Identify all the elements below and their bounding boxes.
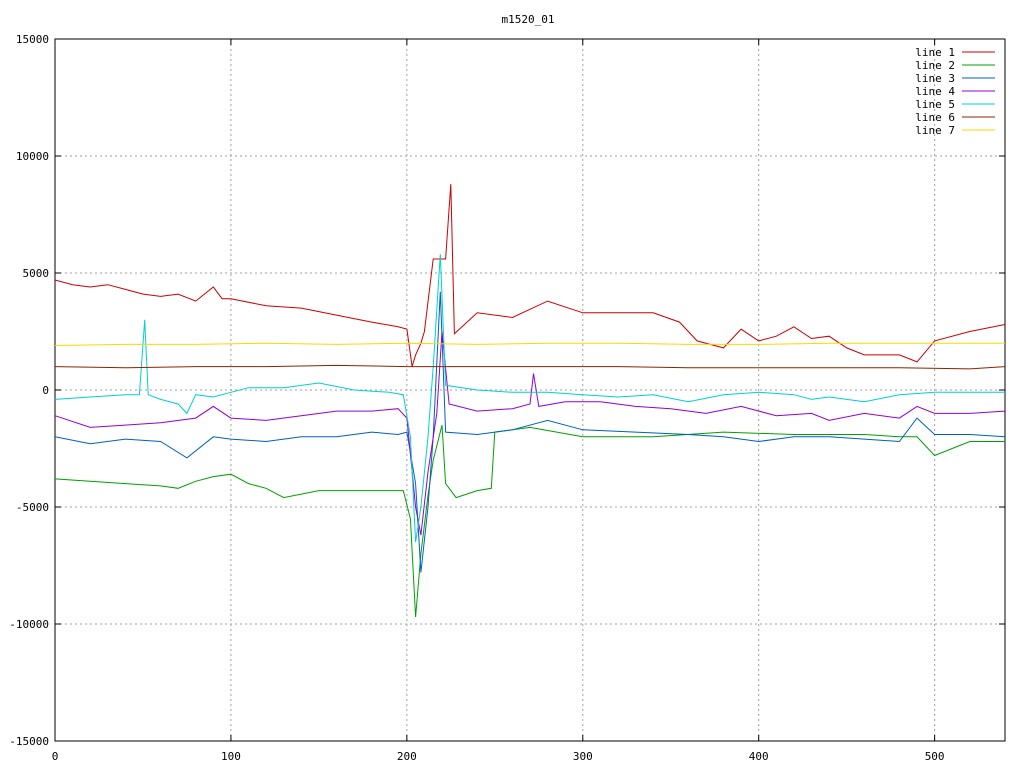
x-tick-label: 100 [221,750,241,763]
series-line-5 [54,254,1005,543]
y-tick-label: -10000 [9,618,49,631]
y-tick-label: -5000 [16,501,49,514]
legend-label-2: line 2 [915,59,955,72]
series-line-2 [54,424,1005,618]
legend-label-7: line 7 [915,124,955,137]
x-tick-label: 400 [749,750,769,763]
legend-label-6: line 6 [915,111,955,124]
y-tick-label: 15000 [16,33,49,46]
x-tick-label: 300 [573,750,593,763]
x-tick-label: 200 [397,750,417,763]
y-tick-label: 10000 [16,150,49,163]
legend-label-1: line 1 [915,46,955,59]
series-line-4 [54,331,1006,536]
chart-title: m1520_01 [502,13,555,26]
legend-label-5: line 5 [915,98,955,111]
y-tick-label: -15000 [9,735,49,748]
x-tick-label: 0 [52,750,59,763]
y-tick-label: 0 [42,384,49,397]
series-line-1 [54,184,1006,367]
x-tick-label: 500 [925,750,945,763]
series-line-7 [54,342,1005,346]
series-line-3 [54,291,1006,573]
y-tick-label: 5000 [23,267,50,280]
legend-label-3: line 3 [915,72,955,85]
legend-label-4: line 4 [915,85,955,98]
series-line-6 [54,364,1006,370]
